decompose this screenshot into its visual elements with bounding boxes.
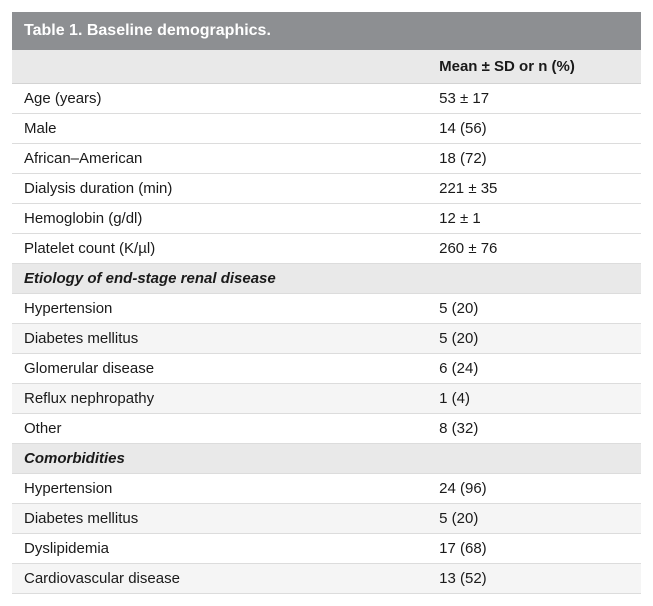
row-label: Hypertension <box>12 474 427 504</box>
section-etiology: Etiology of end-stage renal disease <box>12 264 641 294</box>
table-row: Cardiovascular disease13 (52) <box>12 564 641 594</box>
section-etiology-title: Etiology of end-stage renal disease <box>12 264 641 294</box>
table-row: Reflux nephropathy1 (4) <box>12 384 641 414</box>
table-row: Age (years)53 ± 17 <box>12 84 641 114</box>
row-label: African–American <box>12 144 427 174</box>
table-row: Platelet count (K/µl)260 ± 76 <box>12 234 641 264</box>
row-value: 8 (32) <box>427 414 641 444</box>
table-row: Hypertension5 (20) <box>12 294 641 324</box>
row-value: 14 (56) <box>427 114 641 144</box>
table-row: Glomerular disease6 (24) <box>12 354 641 384</box>
row-label: Hemoglobin (g/dl) <box>12 204 427 234</box>
table-row: Hypertension24 (96) <box>12 474 641 504</box>
row-value: 260 ± 76 <box>427 234 641 264</box>
table-title: Table 1. Baseline demographics. <box>12 12 641 50</box>
table-row: Hemoglobin (g/dl)12 ± 1 <box>12 204 641 234</box>
table-row: Male14 (56) <box>12 114 641 144</box>
row-value: 17 (68) <box>427 534 641 564</box>
row-value: 12 ± 1 <box>427 204 641 234</box>
row-label: Platelet count (K/µl) <box>12 234 427 264</box>
section-comorbidities: Comorbidities <box>12 444 641 474</box>
row-label: Dyslipidemia <box>12 534 427 564</box>
table-header-row: Mean ± SD or n (%) <box>12 50 641 84</box>
row-value: 18 (72) <box>427 144 641 174</box>
row-label: Cardiovascular disease <box>12 564 427 594</box>
table-row: Diabetes mellitus5 (20) <box>12 324 641 354</box>
row-value: 5 (20) <box>427 324 641 354</box>
row-label: Dialysis duration (min) <box>12 174 427 204</box>
row-label: Male <box>12 114 427 144</box>
table-row: Dialysis duration (min)221 ± 35 <box>12 174 641 204</box>
row-value: 24 (96) <box>427 474 641 504</box>
row-value: 6 (24) <box>427 354 641 384</box>
table-row: Other8 (32) <box>12 414 641 444</box>
header-value: Mean ± SD or n (%) <box>427 50 641 84</box>
header-blank <box>12 50 427 84</box>
row-label: Glomerular disease <box>12 354 427 384</box>
row-label: Hypertension <box>12 294 427 324</box>
table-row: African–American18 (72) <box>12 144 641 174</box>
row-value: 5 (20) <box>427 504 641 534</box>
demographics-table: Table 1. Baseline demographics. Mean ± S… <box>12 12 641 594</box>
row-label: Other <box>12 414 427 444</box>
row-value: 1 (4) <box>427 384 641 414</box>
table-row: Diabetes mellitus5 (20) <box>12 504 641 534</box>
row-label: Age (years) <box>12 84 427 114</box>
row-label: Diabetes mellitus <box>12 324 427 354</box>
row-label: Reflux nephropathy <box>12 384 427 414</box>
table-title-row: Table 1. Baseline demographics. <box>12 12 641 50</box>
row-value: 13 (52) <box>427 564 641 594</box>
section-comorbidities-title: Comorbidities <box>12 444 641 474</box>
row-value: 53 ± 17 <box>427 84 641 114</box>
row-label: Diabetes mellitus <box>12 504 427 534</box>
row-value: 221 ± 35 <box>427 174 641 204</box>
table-row: Dyslipidemia17 (68) <box>12 534 641 564</box>
row-value: 5 (20) <box>427 294 641 324</box>
